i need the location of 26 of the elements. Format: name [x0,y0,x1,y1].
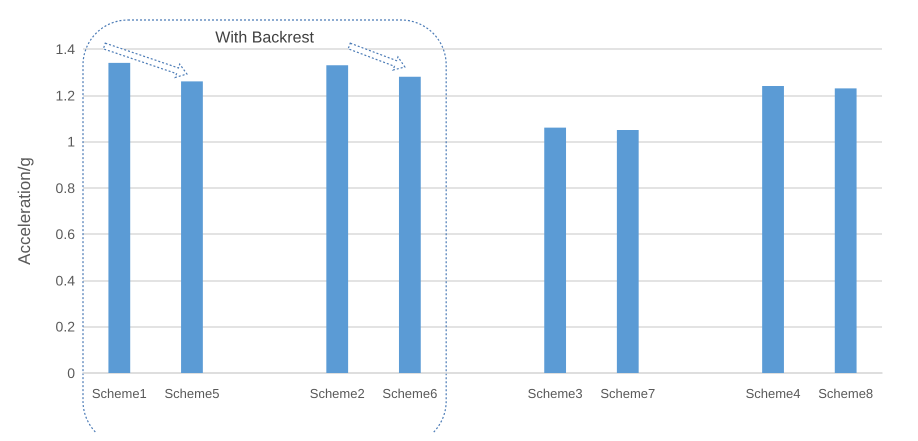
text: With Backrest [215,30,314,46]
y-tick-label: 0.4 [56,272,76,288]
bar [326,65,348,373]
y-tick-label: 1.4 [56,41,76,57]
x-tick-label: Scheme6 [382,386,438,401]
y-tick-label: 1.2 [56,87,76,104]
bar [762,86,784,373]
x-tick-label: Scheme7 [600,386,656,401]
x-tick-label: Scheme8 [818,386,874,401]
y-tick-label: 0.8 [56,180,76,196]
y-axis-title: Acceleration/g [15,157,34,265]
bar [834,88,857,373]
x-tick-label: Scheme4 [746,386,801,401]
y-tick-label: 1 [67,134,76,150]
y-tick-label: 0.6 [56,226,76,242]
bar [181,81,203,373]
bar [108,62,130,373]
y-tick-label: 0 [67,365,76,381]
y-tick-label: 0.2 [56,318,76,335]
x-tick-label: Scheme1 [92,386,147,401]
x-tick-label: Scheme2 [310,386,365,401]
x-tick-label: Scheme5 [164,386,220,401]
bar [616,130,639,373]
bar [544,128,566,373]
x-tick-label: Scheme3 [528,386,583,401]
bar [398,76,421,373]
